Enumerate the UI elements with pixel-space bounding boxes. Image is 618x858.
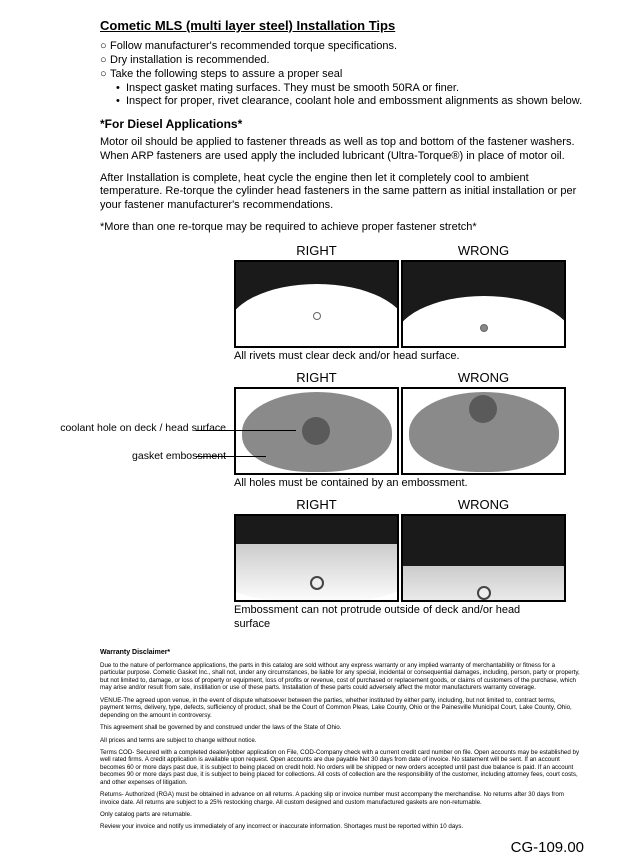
bullet: ○ (100, 68, 110, 82)
diesel-para: *More than one re-torque may be required… (100, 221, 590, 235)
disclaimer-heading: Warranty Disclaimer* (100, 649, 580, 658)
disclaimer-para: All prices and terms are subject to chan… (100, 737, 580, 744)
label-coolant: coolant hole on deck / head surface (28, 422, 226, 434)
emboss-wrong-diagram (401, 387, 566, 475)
rivet-right-diagram (234, 260, 399, 348)
bullet: • (116, 95, 126, 109)
protrude-right-diagram (234, 514, 399, 602)
disclaimer-para: Due to the nature of performance applica… (100, 662, 580, 692)
caption-rivets: All rivets must clear deck and/or head s… (234, 350, 590, 364)
disclaimer-para: Review your invoice and notify us immedi… (100, 823, 580, 830)
pointer-line (196, 430, 296, 431)
caption-protrude: Embossment can not protrude outside of d… (234, 604, 534, 632)
diesel-para: Motor oil should be applied to fastener … (100, 136, 590, 164)
caption-emboss: All holes must be contained by an emboss… (234, 477, 590, 491)
disclaimer-section: Warranty Disclaimer* Due to the nature o… (100, 649, 580, 831)
disclaimer-para: VENUE-The agreed upon venue, in the even… (100, 697, 580, 719)
disclaimer-para: Returns- Authorized (RGA) must be obtain… (100, 791, 580, 806)
diesel-heading: *For Diesel Applications* (100, 117, 590, 132)
fig-label-wrong: WRONG (458, 243, 509, 259)
disclaimer-para: Only catalog parts are returnable. (100, 811, 580, 818)
fig-label-right: RIGHT (296, 497, 336, 513)
rivet-wrong-diagram (401, 260, 566, 348)
bullet: • (116, 82, 126, 96)
intro-subitem: Inspect for proper, rivet clearance, coo… (126, 95, 582, 109)
diesel-para: After Installation is complete, heat cyc… (100, 172, 590, 213)
pointer-line (196, 456, 266, 457)
fig-label-wrong: WRONG (458, 370, 509, 386)
fig-label-right: RIGHT (296, 370, 336, 386)
page-title: Cometic MLS (multi layer steel) Installa… (100, 18, 590, 34)
fig-label-wrong: WRONG (458, 497, 509, 513)
page-footer-code: CG-109.00 (28, 839, 590, 858)
disclaimer-para: This agreement shall be governed by and … (100, 724, 580, 731)
fig-label-right: RIGHT (296, 243, 336, 259)
bullet: ○ (100, 54, 110, 68)
intro-item: Take the following steps to assure a pro… (110, 68, 342, 82)
figures-area: RIGHT WRONG All rivets must clear deck a… (28, 243, 590, 632)
intro-list: ○Follow manufacturer's recommended torqu… (100, 40, 590, 109)
intro-item: Follow manufacturer's recommended torque… (110, 40, 397, 54)
intro-item: Dry installation is recommended. (110, 54, 270, 68)
disclaimer-para: Terms COD- Secured with a completed deal… (100, 749, 580, 786)
emboss-right-diagram (234, 387, 399, 475)
bullet: ○ (100, 40, 110, 54)
protrude-wrong-diagram (401, 514, 566, 602)
intro-subitem: Inspect gasket mating surfaces. They mus… (126, 82, 459, 96)
